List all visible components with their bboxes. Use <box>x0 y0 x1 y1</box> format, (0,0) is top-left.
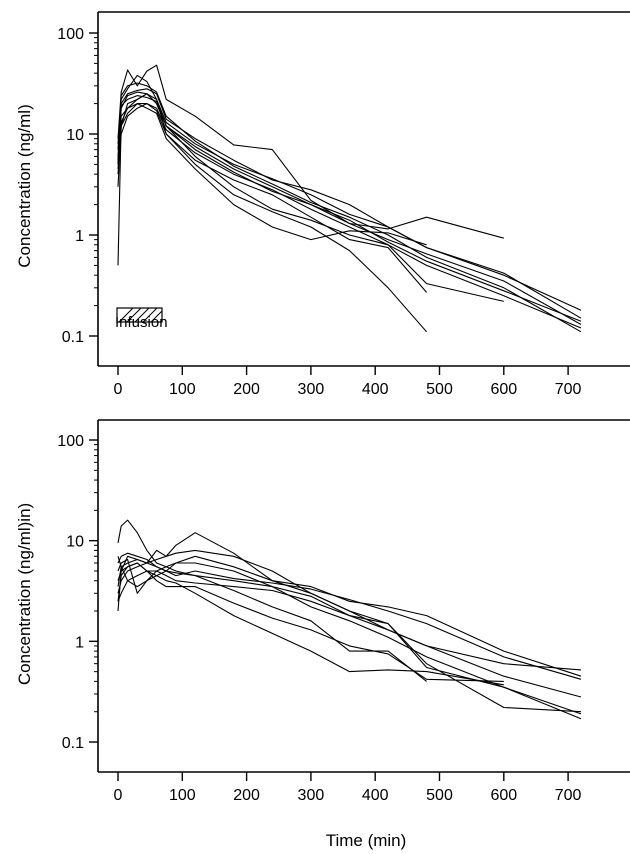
bottom-panel-x-tick-label-600: 600 <box>490 787 517 804</box>
top-panel-series-line-4 <box>117 64 504 239</box>
infusion-legend-hatch-1 <box>118 307 134 323</box>
bottom-panel-series-line-6 <box>117 562 504 682</box>
bottom-panel-series-line-2 <box>117 519 427 682</box>
top-panel-series-line-11 <box>117 93 504 302</box>
bottom-panel-x-tick-label-300: 300 <box>298 787 325 804</box>
bottom-panel-series-line-5 <box>117 549 582 713</box>
top-panel-x-tick-label-200: 200 <box>233 381 260 398</box>
bottom-panel-x-tick-label-400: 400 <box>362 787 389 804</box>
bottom-panel-x-tick-label-100: 100 <box>169 787 196 804</box>
bottom-panel-series-line-8 <box>117 556 582 715</box>
top-panel-x-tick-label-0: 0 <box>114 381 123 398</box>
top-panel-series <box>117 64 582 333</box>
bottom-panel-y-tick-label-3: 100 <box>57 433 84 450</box>
top-panel-series-line-8 <box>117 82 582 333</box>
bottom-panel-series-line-10 <box>117 558 582 680</box>
top-panel-x-tick-label-100: 100 <box>169 381 196 398</box>
infusion-legend: Infusion <box>115 307 168 331</box>
bottom-panel-x-axis-title: Time (min) <box>326 831 407 850</box>
bottom-panel-x-tick-label-500: 500 <box>426 787 453 804</box>
top-panel-series-line-10 <box>117 95 582 325</box>
infusion-legend-box <box>116 307 163 323</box>
infusion-legend-hatch-4 <box>142 307 158 323</box>
bottom-panel-y-axis-title: Concentration (ng/ml)in) <box>15 503 34 685</box>
top-panel-ticks: 0 100 200 300 400 500 600 700 0.1 1 10 100 <box>57 26 581 398</box>
top-panel-x-tick-label-600: 600 <box>490 381 517 398</box>
top-panel-series-line-6 <box>117 88 582 311</box>
infusion-legend-hatch-2 <box>126 307 142 323</box>
bottom-panel-y-tick-label-2: 10 <box>66 534 84 551</box>
bottom-panel-series <box>117 519 582 720</box>
top-panel: 0 100 200 300 400 500 600 700 0.1 1 10 100 Concentr… <box>15 11 630 398</box>
infusion-legend-hatch-3 <box>134 307 150 323</box>
top-panel-series-line-1 <box>117 91 582 322</box>
top-panel-x-tick-label-700: 700 <box>555 381 582 398</box>
top-panel-y-axis-title: Concentration (ng/ml) <box>15 104 34 267</box>
bottom-panel-x-tick-label-700: 700 <box>555 787 582 804</box>
bottom-panel: 0 100 200 300 400 500 600 700 0.1 1 10 100 Concentr… <box>15 419 630 850</box>
top-panel-series-line-3 <box>117 103 582 329</box>
top-panel-series-line-7 <box>117 103 428 293</box>
top-panel-x-tick-label-400: 400 <box>362 381 389 398</box>
bottom-panel-y-tick-label-1: 1 <box>75 634 84 651</box>
infusion-legend-hatch-5 <box>150 310 163 323</box>
bottom-panel-x-tick-label-200: 200 <box>233 787 260 804</box>
bottom-panel-series-line-9 <box>117 575 504 686</box>
top-panel-y-tick-label-2: 10 <box>66 127 84 144</box>
bottom-panel-series-line-7 <box>117 558 582 720</box>
top-panel-x-tick-label-300: 300 <box>298 381 325 398</box>
bottom-panel-series-line-3 <box>117 532 582 677</box>
top-panel-y-tick-label-0: 0.1 <box>62 329 84 346</box>
bottom-panel-x-tick-label-0: 0 <box>114 787 123 804</box>
bottom-panel-series-line-4 <box>117 552 582 698</box>
bottom-panel-y-tick-label-0: 0.1 <box>62 735 84 752</box>
bottom-panel-ticks: 0 100 200 300 400 500 600 700 0.1 1 10 100 <box>57 433 581 804</box>
top-panel-y-tick-label-3: 100 <box>57 26 84 43</box>
top-panel-series-line-5 <box>117 93 428 333</box>
top-panel-y-tick-label-1: 1 <box>75 228 84 245</box>
top-panel-x-tick-label-500: 500 <box>426 381 453 398</box>
